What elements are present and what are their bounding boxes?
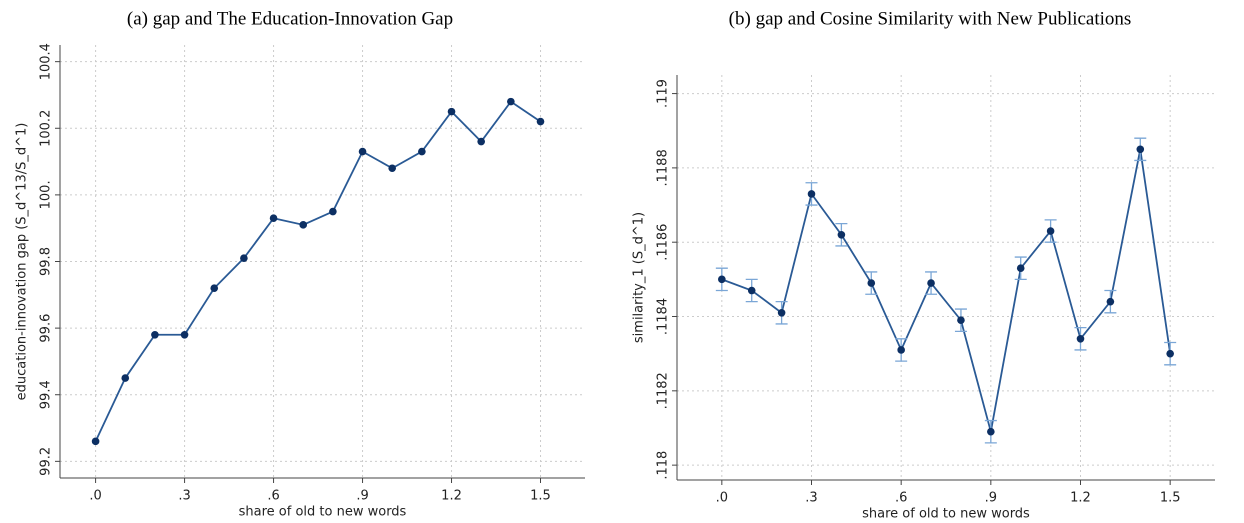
y-tick-label: .1186 <box>656 224 671 261</box>
y-tick-label: .1184 <box>656 298 671 335</box>
y-tick-label: 100.2 <box>39 110 54 147</box>
y-tick-label: 99.8 <box>39 247 54 276</box>
data-point <box>151 330 159 339</box>
x-tick-label: 1.2 <box>441 489 462 504</box>
data-point <box>987 427 995 436</box>
y-tick-label: 100. <box>39 180 54 209</box>
y-tick-label: .118 <box>656 451 671 480</box>
data-point <box>269 214 278 222</box>
x-tick-label: 1.5 <box>530 489 551 504</box>
series-line <box>721 149 1172 432</box>
x-tick-label: .3 <box>805 491 817 506</box>
y-tick-label: 99.4 <box>39 380 54 409</box>
x-tick-label: .0 <box>716 491 728 506</box>
data-point <box>388 164 397 173</box>
data-point <box>718 275 726 284</box>
data-point <box>1166 349 1174 358</box>
data-point <box>807 190 816 198</box>
x-tick-label: .9 <box>985 491 997 506</box>
data-point <box>358 147 367 156</box>
x-tick-label: .0 <box>89 489 101 504</box>
data-point <box>957 316 965 325</box>
data-point <box>121 374 130 382</box>
data-point <box>867 279 876 287</box>
panel-title: (b) gap and Cosine Similarity with New P… <box>729 8 1132 29</box>
panel-title: (a) gap and The Education-Innovation Gap <box>127 8 453 29</box>
data-point <box>927 279 935 287</box>
data-point <box>1136 145 1145 154</box>
data-point <box>897 346 905 354</box>
data-point <box>1076 335 1085 343</box>
x-tick-label: 1.5 <box>1160 491 1181 506</box>
data-point <box>1016 264 1025 273</box>
data-point <box>91 437 100 446</box>
data-point <box>210 284 219 292</box>
data-point <box>240 254 248 262</box>
data-point <box>418 147 426 156</box>
x-axis-label: share of old to new words <box>862 507 1030 522</box>
x-axis-label: share of old to new words <box>239 505 407 520</box>
y-tick-label: 99.2 <box>39 447 54 476</box>
y-tick-label: .1182 <box>656 372 671 409</box>
data-point <box>477 137 485 146</box>
y-tick-label: 100.4 <box>39 43 54 80</box>
y-tick-label: .1188 <box>656 149 671 186</box>
y-tick-label: 99.6 <box>39 314 54 343</box>
x-tick-label: .6 <box>267 489 279 504</box>
y-tick-label: .119 <box>656 79 671 108</box>
y-axis-label: similarity_1 (S_d^1) <box>632 212 647 343</box>
data-point <box>299 221 308 229</box>
x-tick-label: .3 <box>178 489 190 504</box>
data-point <box>180 330 189 339</box>
data-point <box>536 117 545 126</box>
x-tick-label: .9 <box>356 489 368 504</box>
data-point <box>837 230 846 239</box>
x-tick-label: 1.2 <box>1070 491 1091 506</box>
series-line <box>94 100 542 442</box>
data-point <box>447 107 456 116</box>
data-point <box>777 308 786 317</box>
data-point <box>747 286 756 295</box>
data-point <box>1046 227 1055 235</box>
x-tick-label: .6 <box>895 491 907 506</box>
y-axis-label: education-innovation gap (S_d^13/S_d^1) <box>15 123 30 401</box>
data-point <box>507 97 515 106</box>
data-point <box>329 207 337 216</box>
data-point <box>1106 297 1115 306</box>
